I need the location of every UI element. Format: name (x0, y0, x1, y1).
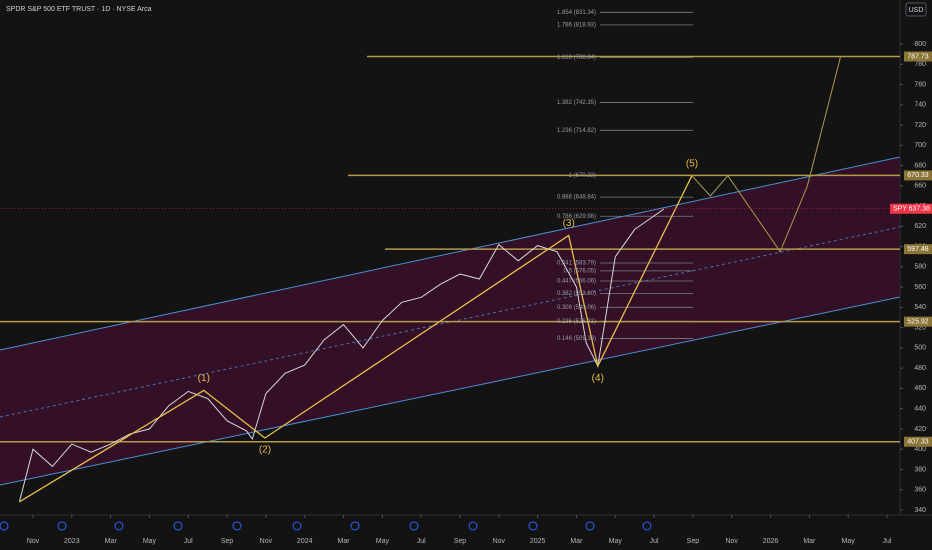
y-tick-label: 560 (914, 284, 926, 291)
level-box (904, 51, 932, 62)
x-tick-label: Mar (803, 538, 816, 545)
fib-label: 1.618 (786.84) (557, 55, 596, 61)
last-price-box (890, 203, 932, 214)
level-box (904, 316, 932, 327)
level-box (904, 244, 932, 255)
y-tick-label: 400 (914, 446, 926, 453)
y-tick-label: 660 (914, 183, 926, 190)
x-tick-label: Mar (105, 538, 118, 545)
y-tick-label: 620 (914, 223, 926, 230)
level-label: 787.73 (907, 53, 929, 60)
currency-box (905, 2, 927, 17)
projection-line (691, 57, 841, 253)
wave-label: (3) (563, 218, 575, 229)
price-line (18, 208, 665, 502)
x-tick-label: 2023 (64, 538, 80, 545)
fib-label: 0.447 (566.06) (557, 279, 596, 285)
marks (0, 11, 900, 503)
y-tick-label: 420 (914, 426, 926, 433)
fib-label: 1.786 (818.93) (557, 22, 596, 28)
y-tick-label: 780 (914, 61, 926, 68)
fib-label: 1.236 (714.82) (557, 128, 596, 134)
fib-label: 1 (670.33) (569, 173, 596, 179)
x-tick-label: Sep (687, 538, 700, 545)
level-label: 525.92 (907, 318, 929, 325)
x-tick-label: Jul (417, 538, 426, 545)
level-label: 597.48 (907, 246, 929, 253)
level-label: 670.33 (907, 172, 929, 179)
fib-label: 0.382 (553.80) (557, 291, 596, 297)
x-tick-label: Sep (221, 538, 234, 545)
y-tick-label: 540 (914, 304, 926, 311)
last-price-name: SPY (893, 206, 907, 213)
wave-label: (4) (592, 373, 604, 384)
channel-lower (0, 296, 901, 486)
y-tick-label: 700 (914, 142, 926, 149)
level-box (904, 170, 932, 181)
y-tick-label: 460 (914, 385, 926, 392)
y-tick-label: 440 (914, 406, 926, 413)
fib-label: 0.786 (629.98) (557, 214, 596, 220)
wave-label: (2) (259, 445, 271, 456)
x-tick-label: May (609, 538, 623, 545)
currency: USD (909, 7, 924, 14)
x-tick-label: 2025 (530, 538, 546, 545)
fib-label: 0.146 (509.33) (557, 336, 596, 342)
dividend-icons (0, 521, 652, 531)
channel-upper (0, 156, 901, 351)
fib-label: 1.854 (831.34) (557, 10, 596, 16)
y-tick-label: 340 (914, 507, 926, 514)
y-tick-label: 800 (914, 41, 926, 48)
y-tick-label: 680 (914, 162, 926, 169)
chart-title: SPDR S&P 500 ETF TRUST · 1D · NYSE Arca (6, 6, 152, 13)
fib-label: 0.5 (576.05) (564, 268, 596, 274)
x-tick-label: Jul (650, 538, 659, 545)
x-tick-label: Sep (454, 538, 467, 545)
x-tick-label: Nov (27, 538, 40, 545)
x-tick-label: Mar (570, 538, 583, 545)
wave-line (19, 175, 693, 503)
y-tick-label: 580 (914, 264, 926, 271)
y-tick-label: 360 (914, 487, 926, 494)
x-tick-label: Nov (725, 538, 738, 545)
fib-label: 0.236 (526.31) (557, 319, 596, 325)
x-tick-label: May (143, 538, 157, 545)
x-tick-label: May (376, 538, 390, 545)
x-tick-label: May (842, 538, 856, 545)
y-tick-label: 520 (914, 324, 926, 331)
y-tick-label: 740 (914, 102, 926, 109)
x-tick-label: Jul (883, 538, 892, 545)
x-tick-label: 2024 (297, 538, 313, 545)
x-tick-label: Nov (260, 538, 273, 545)
y-tick-label: 480 (914, 365, 926, 372)
fib-label: 0.886 (648.84) (557, 195, 596, 201)
x-tick-label: Nov (493, 538, 506, 545)
y-tick-label: 380 (914, 466, 926, 473)
fib-label: 0.309 (540.06) (557, 305, 596, 311)
level-label: 407.33 (907, 439, 929, 446)
y-tick-label: 720 (914, 122, 926, 129)
wave-label: (5) (686, 158, 698, 169)
fib-label: 1.382 (742.35) (557, 100, 596, 106)
wave-label: (1) (198, 373, 210, 384)
last-price-label: 637.38 (909, 206, 931, 213)
x-tick-label: Mar (338, 538, 351, 545)
y-tick-label: 760 (914, 81, 926, 88)
x-tick-label: 2026 (763, 538, 779, 545)
level-box (904, 436, 932, 447)
x-tick-label: Jul (184, 538, 193, 545)
y-tick-label: 500 (914, 345, 926, 352)
fib-label: 0.541 (583.79) (557, 261, 596, 267)
